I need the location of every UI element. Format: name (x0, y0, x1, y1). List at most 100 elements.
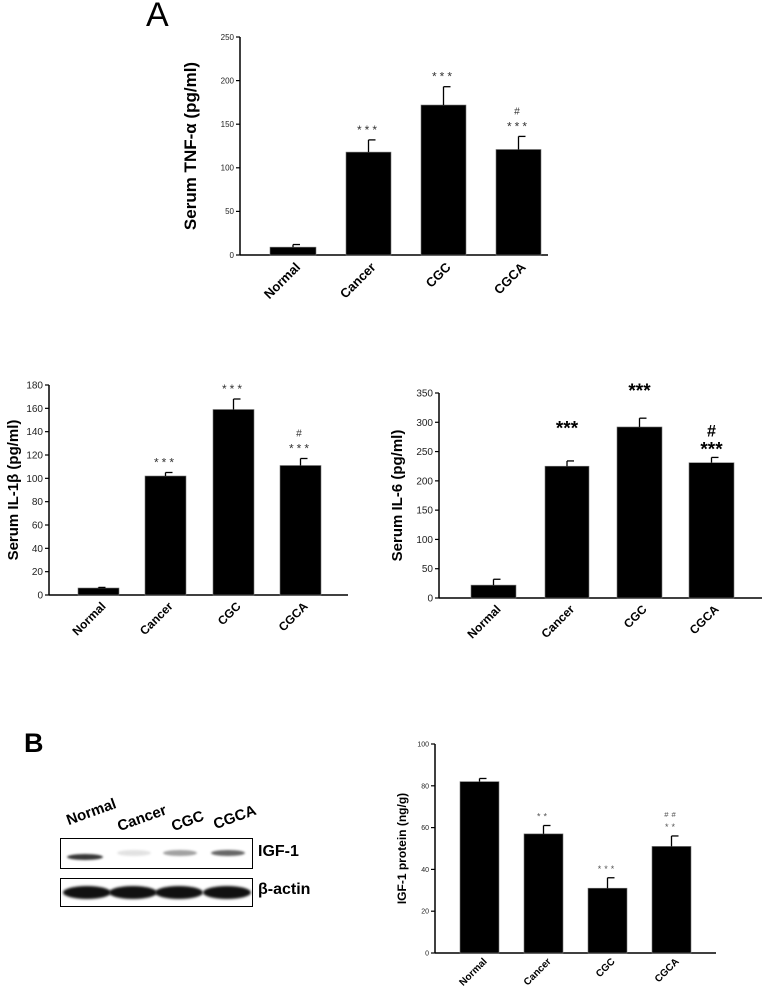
hash-annotation: # (707, 422, 716, 440)
x-tick-label: Normal (261, 260, 303, 302)
y-tick-label: 20 (32, 567, 44, 578)
significance-annotation: *** (507, 119, 530, 133)
chart-3: 0 20 40 60 80 100 IGF-1 protein (ng/g) Normal **… (395, 741, 716, 986)
y-tick-label: 40 (32, 544, 44, 555)
blot-band (163, 850, 197, 856)
bar-cgc (420, 104, 467, 256)
y-tick-label: 180 (26, 381, 43, 392)
x-tick-label: CGCA (276, 599, 311, 634)
y-tick-label: 150 (221, 120, 235, 129)
blot-band (67, 854, 103, 860)
bar-normal (269, 246, 317, 256)
bar-cgc (212, 409, 255, 596)
y-tick-label: 250 (416, 447, 433, 458)
y-tick-label: 60 (421, 825, 429, 832)
panel-label-b: B (24, 728, 44, 758)
bar-normal (77, 587, 120, 596)
x-tick-label: CGC (215, 599, 244, 628)
significance-annotation: *** (357, 123, 380, 137)
significance-annotation: *** (222, 382, 245, 396)
x-tick-label: CGCA (687, 602, 722, 637)
y-axis-label: Serum IL-1β (pg/ml) (5, 420, 22, 561)
blot-row-label-actin: β-actin (258, 881, 311, 898)
y-tick-label: 50 (422, 564, 434, 575)
y-tick-label: 50 (225, 207, 234, 216)
y-axis-label: Serum TNF-α (pg/ml) (181, 62, 200, 230)
y-tick-label: 80 (32, 497, 44, 508)
x-tick-label: Cancer (538, 602, 577, 641)
y-tick-label: 120 (26, 451, 43, 462)
y-tick-label: 200 (416, 476, 433, 487)
significance-annotation: *** (556, 418, 579, 439)
bar-cgca (495, 149, 542, 256)
y-tick-label: 0 (427, 594, 433, 605)
y-tick-label: 80 (421, 783, 429, 790)
x-tick-label: Cancer (522, 956, 554, 986)
significance-annotation: ** (665, 822, 678, 832)
x-tick-label: Normal (457, 956, 489, 986)
bar-cgca (651, 846, 692, 954)
significance-annotation: ** (537, 812, 550, 822)
y-tick-label: 0 (230, 251, 235, 260)
x-tick-label: CGC (621, 602, 650, 631)
x-tick-label: Cancer (137, 599, 176, 638)
y-tick-label: 300 (416, 418, 433, 429)
x-tick-label: CGCA (491, 259, 529, 297)
y-tick-label: 100 (221, 164, 235, 173)
y-tick-label: 40 (421, 867, 429, 874)
y-tick-label: 200 (221, 76, 235, 85)
significance-annotation: *** (154, 456, 177, 470)
y-tick-label: 140 (26, 427, 43, 438)
hash-annotation: # (296, 429, 305, 440)
x-tick-label: Normal (464, 602, 503, 641)
y-axis-label: IGF-1 protein (ng/g) (395, 793, 409, 904)
y-tick-label: 350 (416, 389, 433, 400)
y-tick-label: 0 (37, 591, 43, 602)
chart-1: 0 20 40 60 80 100 120 140 160 180 Serum IL-1β (pg/… (5, 381, 348, 638)
bar-cancer (544, 465, 590, 599)
y-tick-label: 100 (416, 535, 433, 546)
y-tick-label: 250 (221, 33, 235, 42)
blot-band (211, 850, 245, 856)
y-tick-label: 100 (26, 474, 43, 485)
blot-band (63, 886, 111, 899)
significance-annotation: *** (432, 70, 455, 84)
blot-actin-image (60, 878, 253, 907)
hash-annotation: ## (664, 810, 679, 819)
bar-cgca (688, 462, 735, 599)
x-tick-label: CGC (594, 956, 618, 980)
blot-band (203, 886, 251, 899)
bar-normal (470, 584, 517, 599)
bar-cancer (345, 151, 392, 256)
blot-band (117, 850, 151, 856)
y-tick-label: 60 (32, 521, 44, 532)
blot-band (155, 886, 203, 899)
panel-label-a: A (146, 0, 169, 34)
x-tick-label: CGC (423, 259, 454, 290)
blot-band (109, 886, 157, 899)
y-tick-label: 160 (26, 404, 43, 415)
chart-2: 0 50 100 150 200 250 300 350 Serum IL-6 (pg/ml) N… (389, 381, 762, 641)
significance-annotation: *** (598, 864, 618, 874)
hash-annotation: # (514, 106, 523, 117)
bar-cgc (616, 426, 663, 599)
blot-row-label-igf1: IGF-1 (258, 843, 299, 860)
bar-cgc (587, 887, 628, 954)
bar-normal (459, 781, 500, 954)
x-tick-label: Normal (69, 599, 108, 638)
bar-cgca (279, 465, 322, 596)
significance-annotation: *** (289, 442, 312, 456)
significance-annotation: *** (700, 439, 723, 460)
chart-0: 0 50 100 150 200 250 Serum TNF-α (pg/ml) Normal… (181, 33, 548, 302)
y-tick-label: 150 (416, 506, 433, 517)
bar-cancer (144, 475, 187, 596)
x-tick-label: Cancer (337, 260, 379, 302)
y-axis-label: Serum IL-6 (pg/ml) (389, 430, 406, 562)
blot-igf1-image (60, 838, 253, 869)
x-tick-label: CGCA (653, 956, 682, 985)
bar-cancer (523, 833, 564, 954)
y-tick-label: 100 (417, 741, 429, 748)
y-tick-label: 0 (425, 950, 429, 957)
